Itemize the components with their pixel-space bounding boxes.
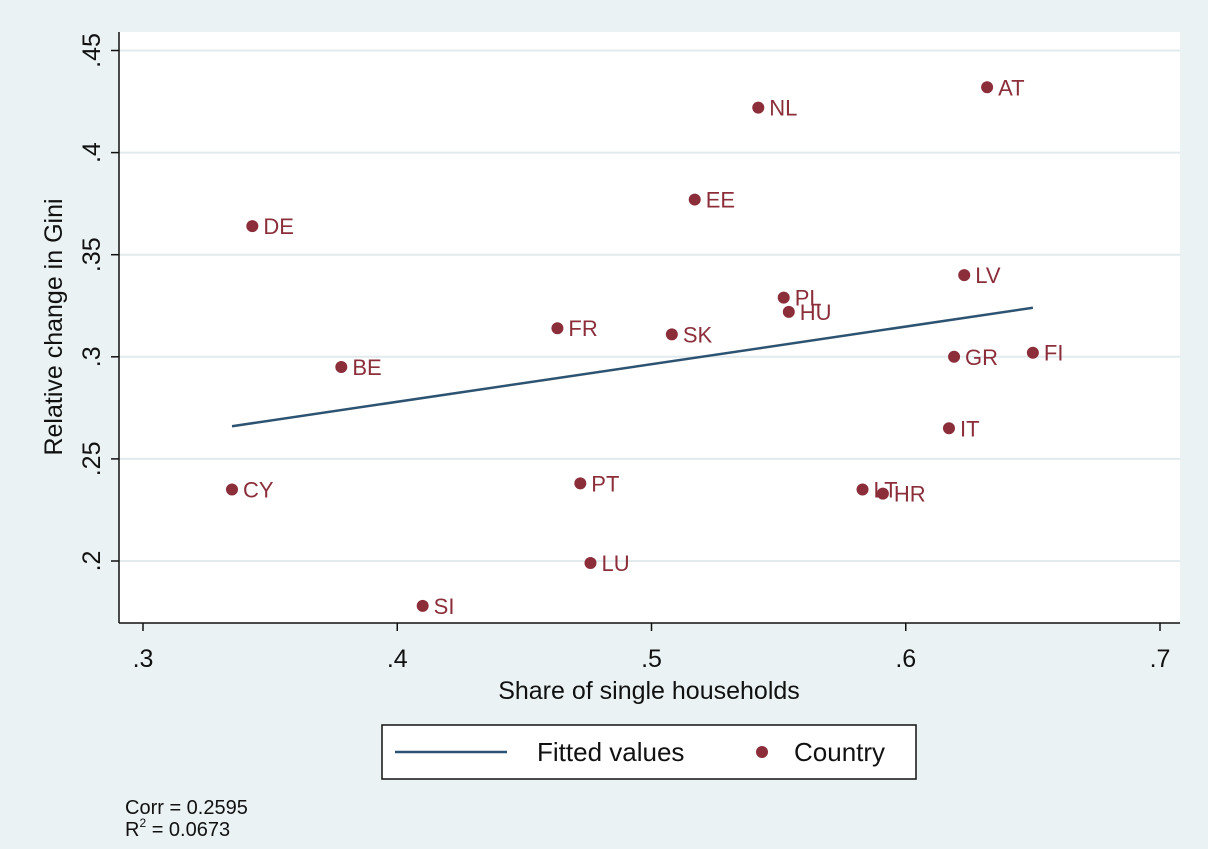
point-label-cy: CY (243, 478, 274, 503)
point-label-pl: PL (795, 286, 822, 311)
y-axis-ticks: .2 .25 .3 .35 .4 .45 (78, 33, 119, 571)
point-fi (1026, 346, 1039, 359)
corr-annotation: Corr = 0.2595 (125, 797, 248, 819)
point-label-fi: FI (1044, 341, 1064, 366)
r2-value: = 0.0673 (146, 819, 231, 841)
r2-prefix: R (125, 819, 140, 841)
point-lu (584, 557, 597, 570)
point-label-lu: LU (601, 551, 629, 576)
r2-annotation: R2 = 0.0673 (125, 817, 231, 841)
point-label-lv: LV (975, 263, 1001, 288)
x-tick-label: .7 (1150, 645, 1171, 673)
x-tick-label: .3 (133, 645, 154, 673)
legend-country-label: Country (794, 737, 885, 767)
fitted-values-line (231, 306, 1034, 428)
plot-area (119, 32, 1180, 623)
y-tick-label: .45 (78, 33, 106, 68)
point-be (335, 361, 348, 374)
legend-fitted-label: Fitted values (537, 737, 684, 767)
fitted-line-layer (231, 306, 1034, 428)
legend-country-swatch (756, 746, 768, 758)
point-ee (688, 193, 701, 206)
point-fr (551, 322, 564, 335)
point-label-ee: EE (706, 188, 735, 213)
point-label-pt: PT (591, 471, 619, 496)
point-sk (665, 328, 678, 341)
point-lv (958, 269, 971, 282)
point-hr (876, 487, 889, 500)
point-label-gr: GR (965, 345, 998, 370)
point-at (981, 81, 994, 94)
y-tick-label: .3 (78, 346, 106, 367)
point-de (246, 220, 259, 233)
y-axis-title: Relative change in Gini (40, 198, 68, 455)
point-label-de: DE (263, 214, 294, 239)
points-layer: ATNLEEDELVPLHUFRSKFIGRBEITPTLTCYHRLUSI (225, 75, 1064, 619)
point-label-hu: HU (800, 300, 832, 325)
point-label-be: BE (352, 355, 381, 380)
gridlines (119, 49, 1180, 562)
point-lt (856, 483, 869, 496)
point-si (416, 599, 429, 612)
point-label-nl: NL (769, 96, 797, 121)
point-label-fr: FR (568, 316, 597, 341)
legend: Fitted values Country (381, 724, 917, 780)
point-hu (782, 305, 795, 318)
point-label-hr: HR (894, 482, 926, 507)
y-tick-label: .25 (78, 442, 106, 477)
point-label-at: AT (998, 75, 1024, 100)
point-pl (777, 291, 790, 304)
x-axis-title: Share of single households (498, 677, 800, 705)
x-tick-label: .4 (387, 645, 408, 673)
point-nl (752, 101, 765, 114)
point-label-sk: SK (683, 322, 713, 347)
point-it (942, 422, 955, 435)
point-gr (948, 350, 961, 363)
x-axis-ticks: .3 .4 .5 .6 .7 (133, 623, 1171, 673)
x-tick-label: .5 (641, 645, 662, 673)
y-tick-label: .2 (78, 551, 106, 572)
y-tick-label: .4 (78, 142, 106, 163)
y-tick-label: .35 (78, 237, 106, 272)
r2-superscript: 2 (139, 816, 147, 830)
point-cy (225, 483, 238, 496)
point-label-it: IT (960, 416, 980, 441)
point-label-si: SI (434, 594, 455, 619)
x-tick-label: .6 (895, 645, 916, 673)
point-pt (574, 477, 587, 490)
